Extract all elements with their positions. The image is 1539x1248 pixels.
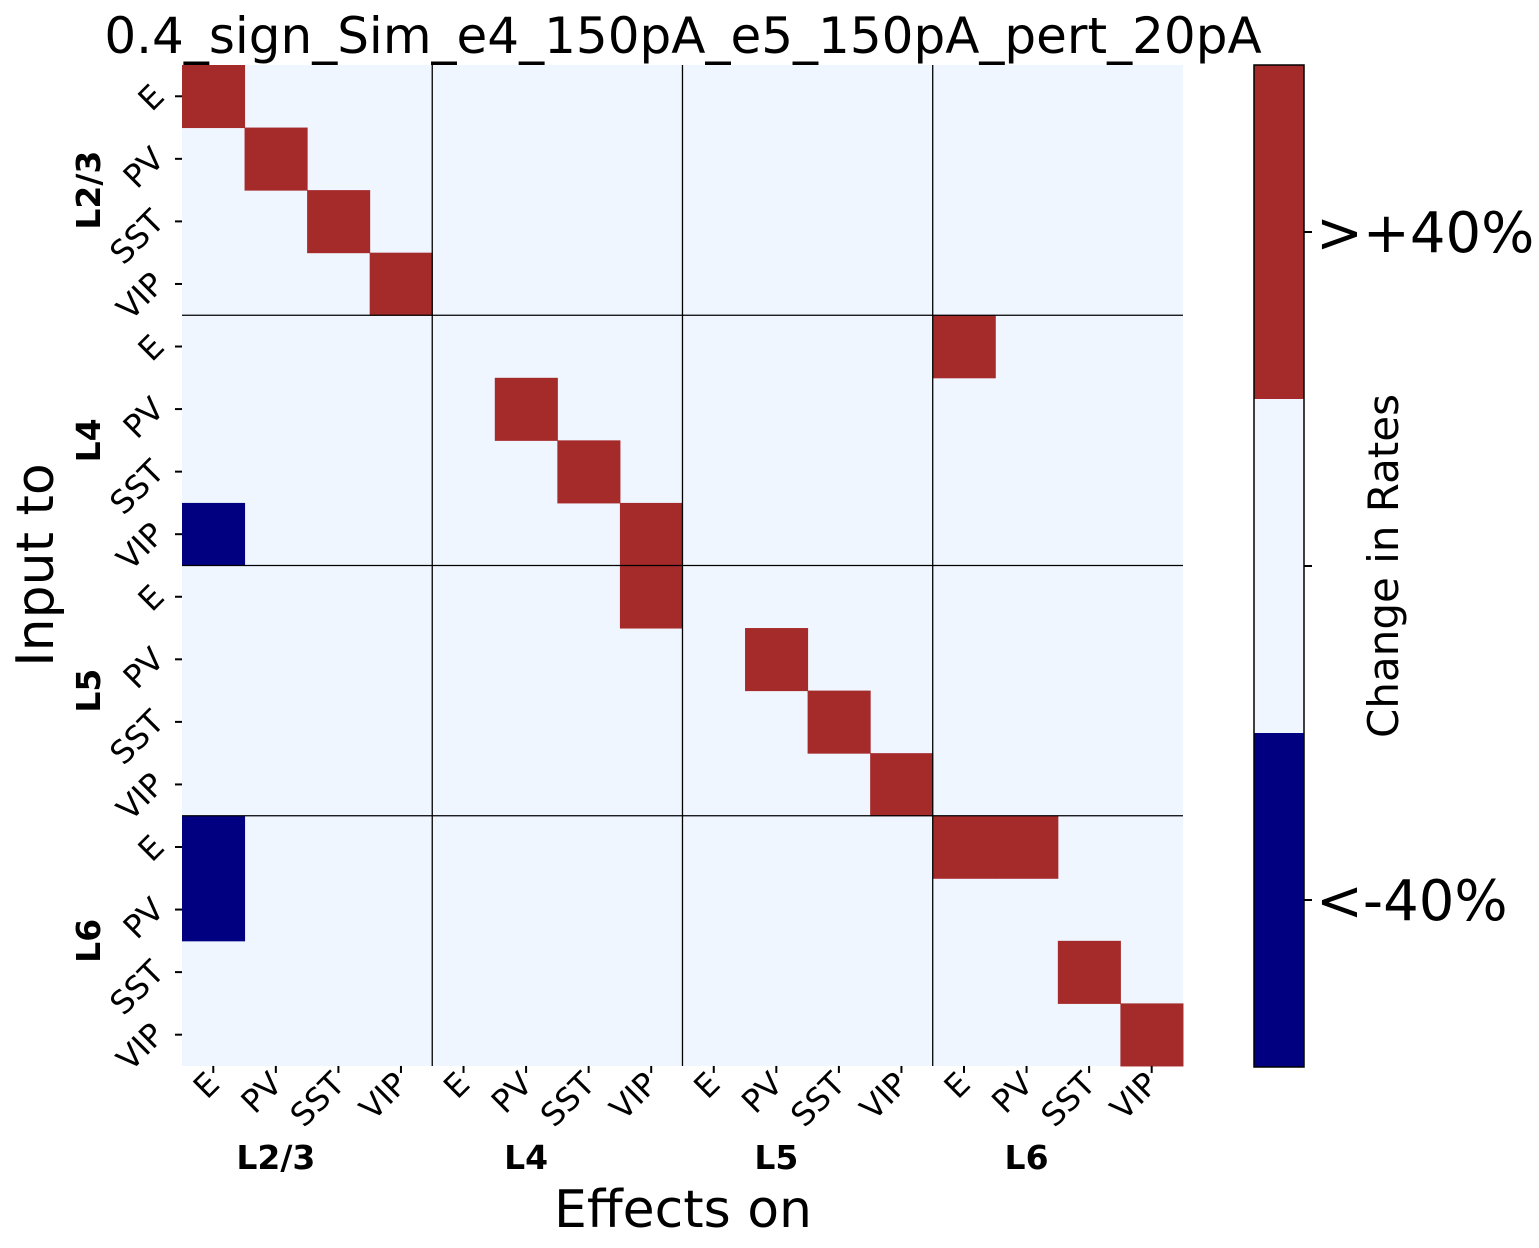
x-axis-title: Effects on	[554, 1180, 812, 1240]
y-axis-title: Input to	[6, 463, 66, 666]
y-tick-label: PV	[116, 640, 172, 696]
y-tick-label: VIP	[109, 515, 172, 578]
y-tick-label: VIP	[109, 765, 172, 828]
x-tick-label: VIP	[852, 1065, 915, 1128]
x-tick-label: E	[936, 1065, 977, 1106]
heatmap-cell	[995, 815, 1059, 879]
x-tick-label: PV	[984, 1065, 1040, 1121]
x-tick-label: PV	[234, 1065, 290, 1121]
x-tick-label: VIP	[1103, 1065, 1166, 1128]
x-tick-label: PV	[484, 1065, 540, 1121]
x-tick-label: PV	[734, 1065, 790, 1121]
x-tick-label: E	[436, 1065, 477, 1106]
heatmap-cell	[1057, 940, 1121, 1004]
y-tick-label: VIP	[109, 265, 172, 328]
x-tick-label: SST	[783, 1064, 853, 1134]
heatmap-cell	[494, 377, 558, 441]
y-layer-label: L4	[69, 418, 108, 462]
y-tick-label: PV	[116, 390, 172, 446]
colorbar-positive	[1254, 65, 1304, 400]
heatmap-cell	[932, 315, 996, 379]
y-layer-label: L5	[69, 669, 108, 713]
heatmap-cell	[307, 190, 371, 254]
x-layer-label: L4	[504, 1138, 548, 1177]
y-layer-label: L2/3	[69, 151, 108, 230]
x-layer-label: L6	[1005, 1138, 1049, 1177]
colorbar-negative	[1254, 733, 1304, 1067]
x-layer-label: L2/3	[236, 1138, 315, 1177]
heatmap-cell	[932, 815, 996, 879]
y-tick-label: SST	[102, 953, 172, 1023]
colorbar-tick-label: >+40%	[1316, 201, 1534, 266]
y-tick-label: E	[130, 77, 171, 118]
heatmap-cell	[182, 65, 246, 129]
y-layer-labels: L2/3 L4 L5 L6	[69, 151, 108, 963]
layer-grid-lines	[182, 65, 1183, 1066]
heatmap-cell	[745, 628, 809, 692]
x-layer-labels: L2/3 L4 L5 L6	[236, 1138, 1048, 1177]
colorbar-label: Change in Rates	[1359, 394, 1408, 738]
heatmap-cell	[182, 502, 246, 566]
y-tick-label: PV	[116, 140, 172, 196]
x-tick-label: E	[686, 1065, 727, 1106]
y-tick-label: SST	[102, 702, 172, 772]
y-tick-label: PV	[116, 890, 172, 946]
y-tick-label: E	[130, 327, 171, 368]
y-tick-label: SST	[102, 452, 172, 522]
heatmap-cell	[182, 815, 246, 879]
heatmap-cell	[619, 565, 683, 629]
y-layer-label: L6	[69, 919, 108, 963]
heatmap-cell	[369, 252, 433, 316]
x-tick-label: VIP	[602, 1065, 665, 1128]
y-tick-label: SST	[102, 202, 172, 272]
colorbar-neutral	[1254, 399, 1304, 734]
heatmap-cell	[244, 127, 308, 191]
heatmap-cell	[870, 753, 934, 817]
y-tick-label: E	[130, 828, 171, 869]
heatmap-cell	[182, 878, 246, 942]
y-tick-label: VIP	[109, 1015, 172, 1078]
x-tick-label: SST	[283, 1064, 353, 1134]
heatmap-cell	[807, 690, 871, 754]
heatmap-cell	[1120, 1003, 1184, 1067]
x-layer-label: L5	[754, 1138, 798, 1177]
chart-title: 0.4_sign_Sim_e4_150pA_e5_150pA_pert_20pA	[104, 7, 1261, 65]
x-tick-label: E	[186, 1065, 227, 1106]
colorbar: >+40% <-40% Change in Rates	[1253, 64, 1534, 1068]
heatmap-cell	[557, 440, 621, 504]
heatmap-cell	[619, 502, 683, 566]
x-tick-label: SST	[1033, 1064, 1103, 1134]
colorbar-tick-label: <-40%	[1316, 869, 1508, 934]
x-tick-label: SST	[533, 1064, 603, 1134]
x-tick-label: VIP	[352, 1065, 415, 1128]
y-tick-label: E	[130, 578, 171, 619]
